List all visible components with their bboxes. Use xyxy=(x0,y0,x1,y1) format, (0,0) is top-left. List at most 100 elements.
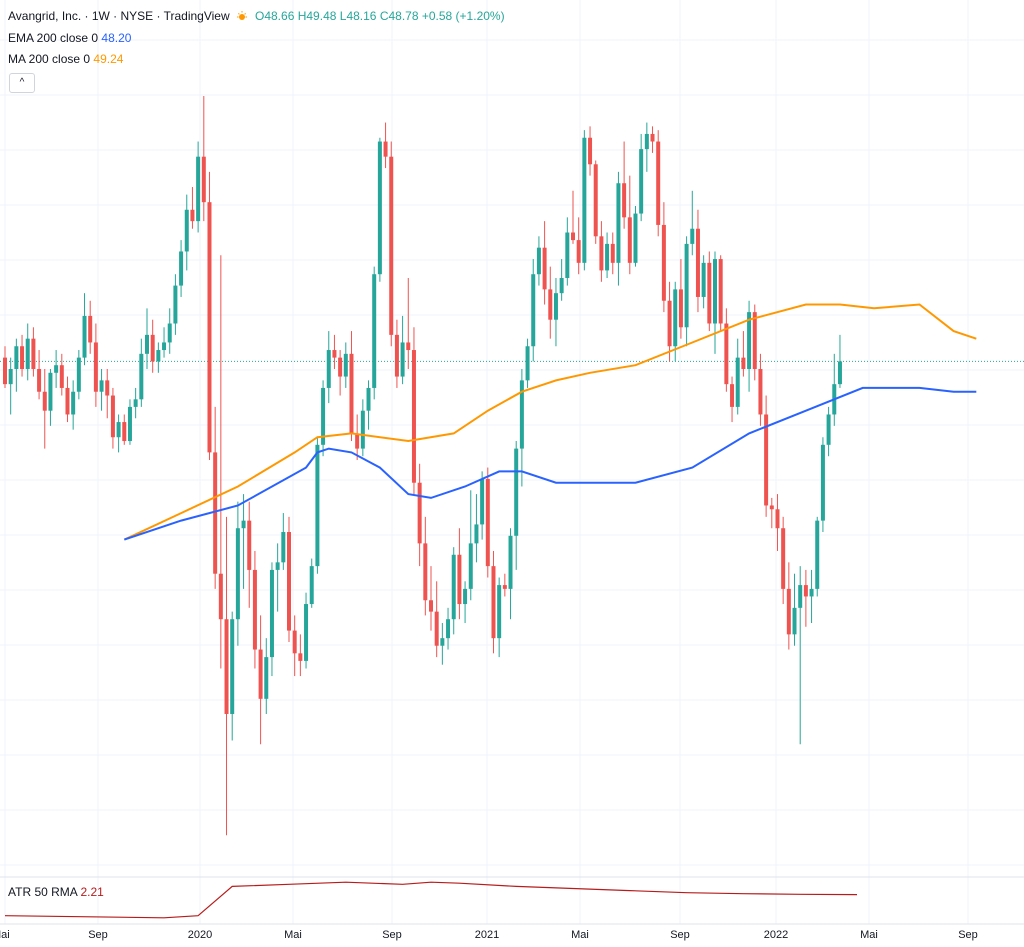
candle[interactable] xyxy=(179,240,184,297)
symbol-title[interactable]: Avangrid, Inc. · 1W · NYSE · TradingView xyxy=(8,9,230,23)
candle[interactable] xyxy=(474,494,479,563)
candle[interactable] xyxy=(786,562,791,650)
candle[interactable] xyxy=(269,562,274,677)
candle[interactable] xyxy=(105,368,110,419)
candle[interactable] xyxy=(332,334,337,369)
candle[interactable] xyxy=(758,353,763,426)
candle[interactable] xyxy=(644,122,649,172)
candle[interactable] xyxy=(93,323,98,407)
candle[interactable] xyxy=(360,399,365,457)
candle[interactable] xyxy=(730,376,735,423)
candle[interactable] xyxy=(99,368,104,411)
candle[interactable] xyxy=(809,569,814,623)
candle[interactable] xyxy=(536,236,541,286)
candle[interactable] xyxy=(372,266,377,400)
candle[interactable] xyxy=(497,577,502,658)
candle[interactable] xyxy=(531,259,536,362)
candle[interactable] xyxy=(741,331,746,377)
candle[interactable] xyxy=(292,615,297,677)
candle[interactable] xyxy=(20,334,25,377)
candle[interactable] xyxy=(355,414,360,460)
candle[interactable] xyxy=(417,463,422,567)
candle[interactable] xyxy=(298,634,303,677)
candle[interactable] xyxy=(832,353,837,426)
candle[interactable] xyxy=(116,414,121,453)
candle[interactable] xyxy=(258,615,263,745)
collapse-legend-button[interactable]: ^ xyxy=(9,73,35,93)
candle[interactable] xyxy=(156,342,161,373)
candle[interactable] xyxy=(627,175,632,275)
candle[interactable] xyxy=(287,516,291,642)
candle[interactable] xyxy=(724,308,729,392)
candle[interactable] xyxy=(42,368,47,449)
candle[interactable] xyxy=(343,342,348,388)
candle[interactable] xyxy=(65,376,70,423)
candle[interactable] xyxy=(633,205,638,267)
candle[interactable] xyxy=(321,380,326,457)
candle[interactable] xyxy=(275,543,280,612)
candle[interactable] xyxy=(88,300,93,354)
candle[interactable] xyxy=(559,259,564,301)
candle[interactable] xyxy=(451,547,456,635)
candle[interactable] xyxy=(463,581,468,623)
candle[interactable] xyxy=(803,569,808,627)
candle[interactable] xyxy=(235,501,240,646)
candle[interactable] xyxy=(792,573,797,646)
candle[interactable] xyxy=(366,380,371,430)
candle[interactable] xyxy=(309,558,314,608)
candle[interactable] xyxy=(3,346,7,388)
candle[interactable] xyxy=(304,592,309,669)
candle[interactable] xyxy=(605,232,610,279)
candle[interactable] xyxy=(571,190,575,244)
candle[interactable] xyxy=(411,327,416,495)
ema-legend[interactable]: EMA 200 close 0 48.20 xyxy=(8,31,131,45)
candle[interactable] xyxy=(684,236,689,347)
candle[interactable] xyxy=(764,395,769,517)
candle[interactable] xyxy=(593,160,598,244)
candle[interactable] xyxy=(429,566,433,631)
candle[interactable] xyxy=(576,217,581,275)
ma-legend[interactable]: MA 200 close 0 49.24 xyxy=(8,52,123,66)
candle[interactable] xyxy=(349,331,354,442)
candle[interactable] xyxy=(553,278,558,347)
candle[interactable] xyxy=(377,137,382,282)
candle[interactable] xyxy=(400,315,405,385)
candle[interactable] xyxy=(264,638,269,714)
candle[interactable] xyxy=(468,490,473,601)
candle[interactable] xyxy=(224,516,229,836)
candle[interactable] xyxy=(145,308,149,369)
atr-legend[interactable]: ATR 50 RMA 2.21 xyxy=(8,885,104,899)
candle[interactable] xyxy=(315,437,320,574)
candle[interactable] xyxy=(389,141,394,347)
candle[interactable] xyxy=(667,281,672,362)
candle[interactable] xyxy=(173,274,178,335)
candle[interactable] xyxy=(8,357,13,415)
candle[interactable] xyxy=(150,319,155,373)
candle[interactable] xyxy=(752,304,757,381)
candle[interactable] xyxy=(127,399,132,445)
candle[interactable] xyxy=(383,122,388,169)
candle[interactable] xyxy=(218,255,223,669)
candle[interactable] xyxy=(25,323,30,381)
candle[interactable] xyxy=(230,611,235,741)
candle[interactable] xyxy=(815,516,820,597)
candle[interactable] xyxy=(440,622,445,665)
candle[interactable] xyxy=(695,209,700,313)
candle[interactable] xyxy=(678,259,683,339)
candle[interactable] xyxy=(690,190,695,256)
candle[interactable] xyxy=(446,607,451,650)
candle[interactable] xyxy=(837,334,842,388)
candle[interactable] xyxy=(514,441,519,570)
candle[interactable] xyxy=(582,130,587,271)
candle[interactable] xyxy=(48,368,53,426)
candle[interactable] xyxy=(31,327,36,377)
candle[interactable] xyxy=(480,471,485,540)
candle[interactable] xyxy=(713,251,717,354)
candle[interactable] xyxy=(252,550,257,669)
candle[interactable] xyxy=(457,528,462,620)
candle[interactable] xyxy=(71,380,76,430)
candle[interactable] xyxy=(747,300,752,392)
candle[interactable] xyxy=(610,232,615,275)
candle[interactable] xyxy=(190,187,195,229)
candle[interactable] xyxy=(196,141,201,233)
